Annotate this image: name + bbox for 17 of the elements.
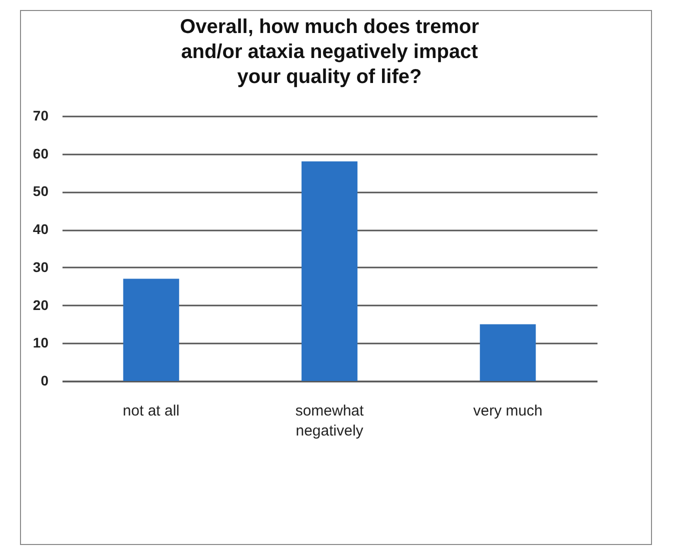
y-tick-label: 30 bbox=[32, 258, 49, 275]
text: Overall, how much does tremor bbox=[180, 16, 479, 38]
x-tick-label: not at all bbox=[122, 402, 180, 420]
y-tick-label: 50 bbox=[32, 183, 49, 200]
y-tick-label: 60 bbox=[32, 145, 49, 162]
y-tick-label: 20 bbox=[32, 296, 49, 313]
y-tick-label: 0 bbox=[40, 372, 49, 388]
y-tick-label: 10 bbox=[32, 334, 49, 351]
text: and/or ataxia negatively impact bbox=[181, 41, 478, 63]
x-tick-label: very much bbox=[473, 402, 542, 420]
bar bbox=[123, 278, 180, 381]
bar bbox=[480, 324, 536, 381]
x-tick-label: somewhat negatively bbox=[295, 402, 365, 440]
y-tick-label: 70 bbox=[32, 108, 49, 124]
y-tick-label: 40 bbox=[32, 221, 49, 238]
bar bbox=[302, 161, 358, 381]
text: your quality of life? bbox=[237, 66, 422, 88]
